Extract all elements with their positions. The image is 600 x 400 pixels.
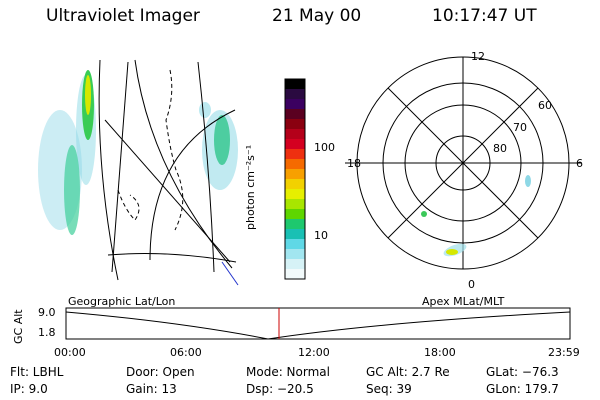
lat-label-80: 80	[493, 142, 507, 155]
timeline-y-min: 1.8	[38, 326, 56, 339]
timeline-x-0000: 00:00	[54, 346, 86, 359]
info-door: Door: Open	[126, 365, 195, 379]
colorbar-segment	[285, 159, 305, 170]
lat-label-60: 60	[538, 99, 552, 112]
info-gain: Gain: 13	[126, 382, 177, 396]
info-mode: Mode: Normal	[246, 365, 330, 379]
altitude-curve	[65, 311, 571, 340]
coastline-lines	[117, 69, 184, 231]
colorbar-segment	[285, 149, 305, 160]
colorbar-segment	[285, 209, 305, 220]
colorbar-segment	[285, 139, 305, 150]
info-dsp: Dsp: −20.5	[246, 382, 314, 396]
colorbar-segment	[285, 219, 305, 230]
instrument-title: Ultraviolet Imager	[46, 6, 200, 26]
info-glat: GLat: −76.3	[486, 365, 559, 379]
date-label: 21 May 00	[272, 6, 362, 26]
mlt-label-18: 18	[347, 157, 361, 170]
colorbar-tick-10: 10	[314, 229, 328, 242]
colorbar-segment	[285, 169, 305, 180]
colorbar-segment	[285, 109, 305, 120]
mlt-label-12: 12	[471, 50, 485, 63]
colorbar-segment	[285, 99, 305, 110]
mlt-label-0: 0	[468, 278, 475, 291]
colorbar-segment	[285, 249, 305, 260]
timeline-y-max: 9.0	[38, 306, 56, 319]
colorbar	[284, 78, 306, 280]
info-seq: Seq: 39	[366, 382, 412, 396]
colorbar-tick-100: 100	[314, 141, 335, 154]
colorbar-segment	[285, 129, 305, 140]
time-label: 10:17:47 UT	[432, 6, 537, 26]
polar-diagonal-2	[387, 87, 539, 239]
info-ip: IP: 9.0	[10, 382, 48, 396]
timeline-x-0600: 06:00	[170, 346, 202, 359]
info-glon: GLon: 179.7	[486, 382, 559, 396]
mlt-label-6: 6	[576, 157, 583, 170]
colorbar-segment	[285, 179, 305, 190]
colorbar-frame	[284, 78, 306, 280]
aurora-emission-polar	[421, 175, 531, 257]
info-gc-alt: GC Alt: 2.7 Re	[366, 365, 450, 379]
colorbar-segment	[285, 189, 305, 200]
colorbar-segment	[285, 79, 305, 90]
aurora-emission-left	[38, 70, 238, 235]
timeline-x-2359: 23:59	[548, 346, 580, 359]
info-filter: Flt: LBHL	[10, 365, 64, 379]
pointer-line	[221, 261, 239, 286]
colorbar-segment	[285, 119, 305, 130]
colorbar-segment	[285, 89, 305, 100]
timeline-left-title: Geographic Lat/Lon	[68, 295, 176, 308]
timeline-x-1200: 12:00	[298, 346, 330, 359]
timeline-x-1800: 18:00	[424, 346, 456, 359]
colorbar-segment	[285, 199, 305, 210]
timeline-right-title: Apex MLat/MLT	[422, 295, 505, 308]
colorbar-segment	[285, 239, 305, 250]
colorbar-segment	[285, 229, 305, 240]
colorbar-segment	[285, 269, 305, 280]
lat-label-70: 70	[513, 121, 527, 134]
timeline-frame	[65, 307, 571, 340]
geographic-grid-lines	[98, 59, 237, 281]
colorbar-segment	[285, 259, 305, 270]
